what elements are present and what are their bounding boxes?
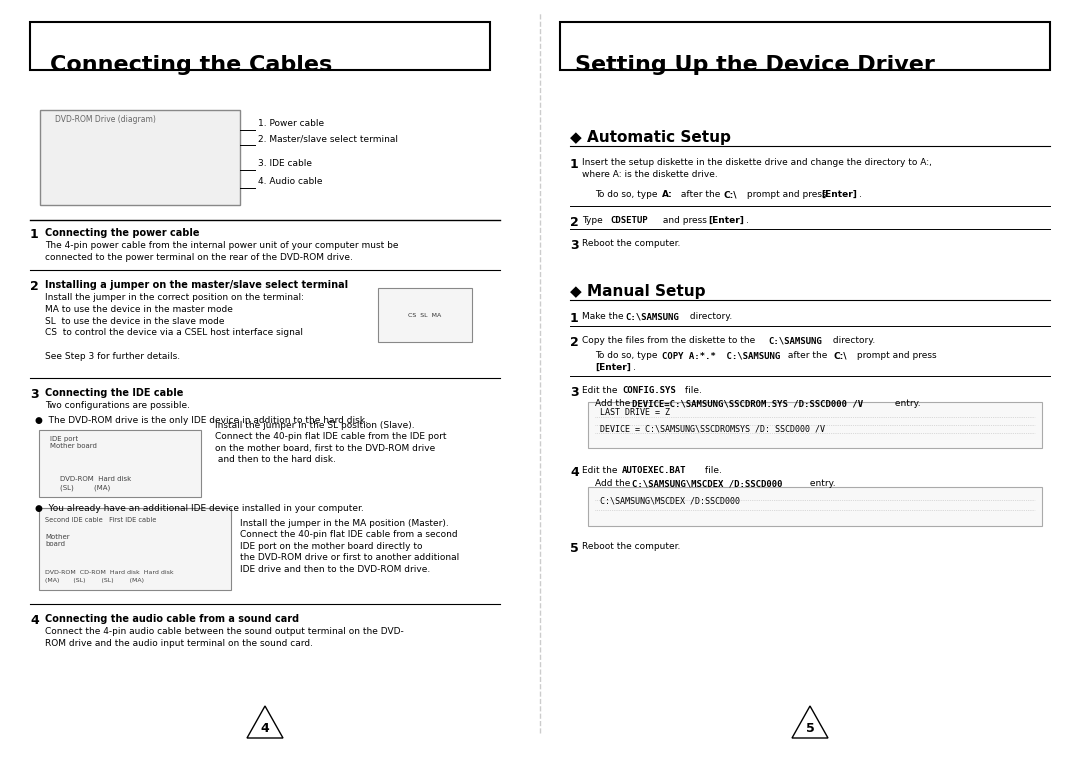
- Text: [Enter]: [Enter]: [595, 363, 631, 372]
- Text: 4: 4: [260, 722, 269, 735]
- FancyBboxPatch shape: [39, 508, 231, 590]
- Text: IDE port
Mother board: IDE port Mother board: [50, 436, 97, 449]
- Text: 2. Master/slave select terminal: 2. Master/slave select terminal: [258, 134, 399, 143]
- Text: Insert the setup diskette in the diskette drive and change the directory to A:,
: Insert the setup diskette in the diskett…: [582, 158, 932, 179]
- Text: file.: file.: [681, 386, 702, 395]
- Text: prompt and press: prompt and press: [744, 190, 829, 199]
- Text: Connect the 4-pin audio cable between the sound output terminal on the DVD-
ROM : Connect the 4-pin audio cable between th…: [45, 627, 404, 648]
- Text: DEVICE = C:\SAMSUNG\SSCDROMSYS /D: SSCD000 /V: DEVICE = C:\SAMSUNG\SSCDROMSYS /D: SSCD0…: [600, 424, 825, 433]
- Text: 2: 2: [570, 336, 579, 349]
- FancyBboxPatch shape: [40, 110, 240, 205]
- Text: Reboot the computer.: Reboot the computer.: [582, 239, 680, 248]
- Text: file.: file.: [702, 466, 721, 475]
- Polygon shape: [247, 706, 283, 738]
- Text: 3: 3: [30, 388, 39, 401]
- Text: ◆ Automatic Setup: ◆ Automatic Setup: [570, 130, 731, 145]
- Text: COPY A:*.*  C:\SAMSUNG: COPY A:*.* C:\SAMSUNG: [662, 351, 780, 360]
- Text: 5: 5: [806, 722, 814, 735]
- FancyBboxPatch shape: [30, 22, 490, 70]
- FancyBboxPatch shape: [588, 402, 1042, 448]
- Text: Edit the: Edit the: [582, 386, 620, 395]
- Text: Installing a jumper on the master/slave select terminal: Installing a jumper on the master/slave …: [45, 280, 348, 290]
- Text: DVD-ROM Drive (diagram): DVD-ROM Drive (diagram): [55, 115, 156, 124]
- Text: Add the: Add the: [595, 479, 633, 488]
- Text: 3: 3: [570, 386, 579, 399]
- Text: Two configurations are possible.: Two configurations are possible.: [45, 401, 190, 410]
- Polygon shape: [792, 706, 828, 738]
- Text: Install the jumper in the SL position (Slave).
Connect the 40-pin flat IDE cable: Install the jumper in the SL position (S…: [215, 421, 446, 465]
- Text: 2: 2: [570, 216, 579, 229]
- Text: ●  The DVD-ROM drive is the only IDE device in addition to the hard disk.: ● The DVD-ROM drive is the only IDE devi…: [35, 416, 368, 425]
- Text: Second IDE cable   First IDE cable: Second IDE cable First IDE cable: [45, 517, 157, 523]
- Text: 3: 3: [570, 239, 579, 252]
- Text: DVD-ROM  CD-ROM  Hard disk  Hard disk: DVD-ROM CD-ROM Hard disk Hard disk: [45, 570, 174, 575]
- Text: 1: 1: [570, 312, 579, 325]
- Text: Connecting the audio cable from a sound card: Connecting the audio cable from a sound …: [45, 614, 299, 624]
- Text: (SL)         (MA): (SL) (MA): [60, 484, 110, 491]
- Text: (MA)       (SL)        (SL)        (MA): (MA) (SL) (SL) (MA): [45, 578, 144, 583]
- Text: Make the: Make the: [582, 312, 626, 321]
- Text: 4: 4: [570, 466, 579, 479]
- Text: C:\: C:\: [833, 351, 847, 360]
- FancyBboxPatch shape: [588, 487, 1042, 526]
- Text: DEVICE=C:\SAMSUNG\SSCDROM.SYS /D:SSCD000 /V: DEVICE=C:\SAMSUNG\SSCDROM.SYS /D:SSCD000…: [632, 399, 863, 408]
- Text: C:\: C:\: [723, 190, 737, 199]
- Text: and press: and press: [660, 216, 710, 225]
- Text: A:: A:: [662, 190, 673, 199]
- Text: Type: Type: [582, 216, 606, 225]
- Text: Copy the files from the diskette to the: Copy the files from the diskette to the: [582, 336, 758, 345]
- Text: entry.: entry.: [892, 399, 920, 408]
- Text: Connecting the IDE cable: Connecting the IDE cable: [45, 388, 184, 398]
- Text: after the: after the: [785, 351, 831, 360]
- Text: C:\SAMSUNG\MSCDEX /D:SSCD000: C:\SAMSUNG\MSCDEX /D:SSCD000: [632, 479, 783, 488]
- Text: C:\SAMSUNG: C:\SAMSUNG: [625, 312, 678, 321]
- Text: prompt and press: prompt and press: [854, 351, 936, 360]
- Text: .: .: [859, 190, 862, 199]
- Text: Connecting the Cables: Connecting the Cables: [50, 55, 333, 75]
- Text: 1: 1: [570, 158, 579, 171]
- Text: 1: 1: [30, 228, 39, 241]
- Text: Install the jumper in the MA position (Master).
Connect the 40-pin flat IDE cabl: Install the jumper in the MA position (M…: [240, 519, 459, 574]
- Text: Add the: Add the: [595, 399, 633, 408]
- Text: 2: 2: [30, 280, 39, 293]
- Text: [Enter]: [Enter]: [708, 216, 744, 225]
- Text: ◆ Manual Setup: ◆ Manual Setup: [570, 284, 705, 299]
- Text: .: .: [746, 216, 748, 225]
- Text: .: .: [633, 363, 636, 372]
- Text: Install the jumper in the correct position on the terminal:
MA to use the device: Install the jumper in the correct positi…: [45, 293, 303, 361]
- Text: entry.: entry.: [807, 479, 836, 488]
- FancyBboxPatch shape: [561, 22, 1050, 70]
- Text: Connecting the power cable: Connecting the power cable: [45, 228, 200, 238]
- Text: The 4-pin power cable from the internal power unit of your computer must be
conn: The 4-pin power cable from the internal …: [45, 241, 399, 262]
- FancyBboxPatch shape: [378, 288, 472, 342]
- Text: 3. IDE cable: 3. IDE cable: [258, 159, 312, 168]
- Text: 1. Power cable: 1. Power cable: [258, 119, 324, 128]
- Text: Edit the: Edit the: [582, 466, 620, 475]
- Text: C:\SAMSUNG\MSCDEX /D:SSCD000: C:\SAMSUNG\MSCDEX /D:SSCD000: [600, 496, 740, 505]
- Text: 5: 5: [570, 542, 579, 555]
- Text: CDSETUP: CDSETUP: [610, 216, 648, 225]
- Text: LAST DRIVE = Z: LAST DRIVE = Z: [600, 408, 670, 417]
- Text: ●  You already have an additional IDE device installed in your computer.: ● You already have an additional IDE dev…: [35, 504, 364, 513]
- Text: Mother
board: Mother board: [45, 534, 69, 547]
- FancyBboxPatch shape: [39, 430, 201, 497]
- Text: AUTOEXEC.BAT: AUTOEXEC.BAT: [622, 466, 687, 475]
- Text: 4: 4: [30, 614, 39, 627]
- Text: To do so, type: To do so, type: [595, 190, 660, 199]
- Text: To do so, type: To do so, type: [595, 351, 660, 360]
- Text: directory.: directory.: [831, 336, 875, 345]
- Text: directory.: directory.: [687, 312, 732, 321]
- Text: CS  SL  MA: CS SL MA: [408, 313, 442, 317]
- Text: DVD-ROM  Hard disk: DVD-ROM Hard disk: [60, 476, 132, 482]
- Text: [Enter]: [Enter]: [821, 190, 856, 199]
- Text: after the: after the: [678, 190, 724, 199]
- Text: CONFIG.SYS: CONFIG.SYS: [622, 386, 676, 395]
- Text: Reboot the computer.: Reboot the computer.: [582, 542, 680, 551]
- Text: C:\SAMSUNG: C:\SAMSUNG: [768, 336, 822, 345]
- Text: Setting Up the Device Driver: Setting Up the Device Driver: [575, 55, 935, 75]
- Text: 4. Audio cable: 4. Audio cable: [258, 177, 323, 186]
